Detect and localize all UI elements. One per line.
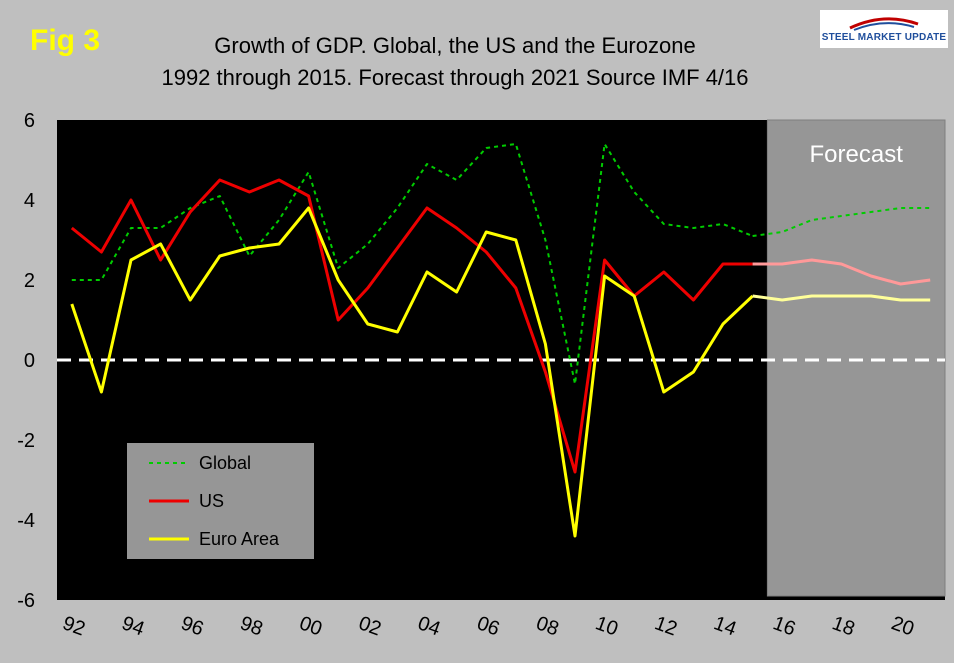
x-tick-label: 16 xyxy=(770,612,798,640)
series-euro-area-line xyxy=(70,206,754,538)
y-tick-label: 2 xyxy=(24,270,35,292)
series-us-forecast-line xyxy=(752,258,931,286)
x-tick-label: 12 xyxy=(652,612,680,640)
x-tick-label: 14 xyxy=(711,612,739,640)
forecast-label: Forecast xyxy=(810,141,904,168)
x-tick-label: 98 xyxy=(237,612,265,640)
x-tick-label: 94 xyxy=(119,612,147,640)
x-tick-label: 02 xyxy=(356,612,384,640)
y-tick-label: 4 xyxy=(24,190,35,212)
x-tick-label: 08 xyxy=(533,612,561,640)
series-global-forecast-line xyxy=(752,207,931,237)
x-tick-label: 06 xyxy=(474,612,502,640)
y-tick-label: 6 xyxy=(24,110,35,132)
series-global-line xyxy=(71,143,753,385)
x-tick-label: 20 xyxy=(888,612,916,640)
x-tick-label: 10 xyxy=(592,612,620,640)
series-euro-area-forecast-line xyxy=(752,294,931,302)
x-tick-label: 04 xyxy=(415,612,443,640)
legend-label-euro-area: Euro Area xyxy=(199,529,280,549)
x-tick-label: 18 xyxy=(829,612,857,640)
y-tick-label: -2 xyxy=(17,430,35,452)
legend: Global US Euro Area xyxy=(127,443,314,559)
y-tick-label: 0 xyxy=(24,350,35,372)
x-tick-label: 00 xyxy=(296,612,324,640)
figure-label: Fig 3 xyxy=(30,24,101,57)
x-axis: 92 94 96 98 00 02 04 06 08 10 12 14 16 18 20 xyxy=(60,612,917,640)
logo-swoosh-icon xyxy=(849,17,919,31)
x-tick-label: 96 xyxy=(178,612,206,640)
y-axis: -6 -4 -2 0 2 4 6 xyxy=(17,110,35,612)
chart-title-line-1: Growth of GDP. Global, the US and the Eu… xyxy=(214,33,696,58)
forecast-region xyxy=(766,119,946,597)
legend-label-global: Global xyxy=(199,453,251,473)
series-us-line xyxy=(70,178,753,474)
chart-title-line-2: 1992 through 2015. Forecast through 2021… xyxy=(161,65,749,90)
legend-label-us: US xyxy=(199,491,224,511)
chart-title: Growth of GDP. Global, the US and the Eu… xyxy=(140,30,770,94)
y-tick-label: -4 xyxy=(17,510,35,532)
x-tick-label: 92 xyxy=(60,612,88,640)
y-tick-label: -6 xyxy=(17,590,35,612)
logo-text: STEEL MARKET UPDATE xyxy=(821,32,947,43)
steel-market-update-logo: STEEL MARKET UPDATE xyxy=(820,10,948,48)
series-layer xyxy=(70,143,931,538)
